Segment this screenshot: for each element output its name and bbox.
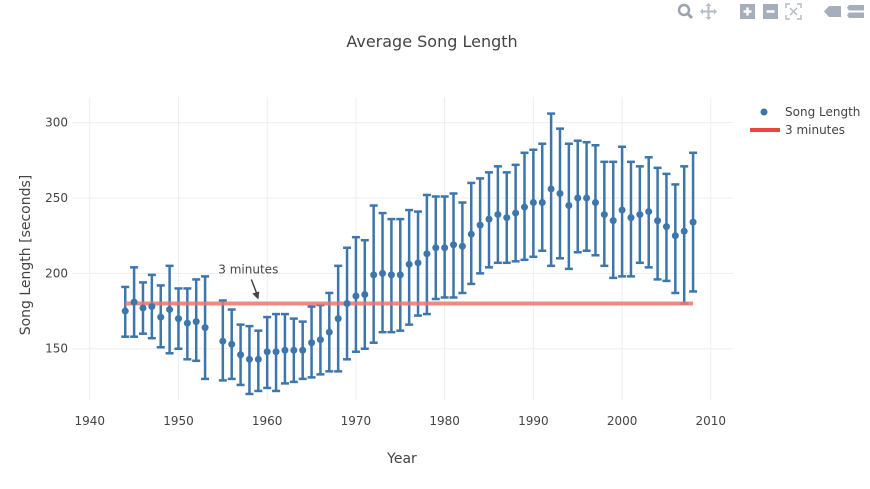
data-point	[609, 217, 617, 225]
data-point	[290, 346, 298, 354]
data-point	[671, 232, 679, 240]
data-point	[662, 223, 670, 231]
x-tick-label: 1970	[341, 414, 372, 428]
data-point	[396, 271, 404, 279]
data-point	[600, 211, 608, 219]
x-tick-label: 2010	[696, 414, 727, 428]
error-bar	[680, 165, 689, 305]
y-tick-label: 200	[45, 266, 68, 280]
annotation-label: 3 minutes	[218, 263, 278, 277]
data-point	[503, 214, 511, 222]
data-point	[432, 244, 440, 252]
zoom-out-icon[interactable]	[762, 3, 779, 20]
x-tick-label: 1940	[74, 414, 105, 428]
data-point	[520, 203, 528, 211]
pan-icon[interactable]	[700, 3, 717, 20]
data-point	[654, 217, 662, 225]
data-point	[512, 209, 520, 217]
data-point	[219, 337, 227, 345]
data-point	[627, 214, 635, 222]
data-point	[556, 189, 564, 197]
data-point	[405, 260, 413, 268]
error-bar	[538, 142, 547, 253]
data-point	[157, 313, 165, 321]
x-tick-label: 1950	[163, 414, 194, 428]
data-point	[192, 318, 200, 326]
legend-label-song-length[interactable]: Song Length	[785, 105, 860, 119]
x-axis-label: Year	[386, 451, 417, 467]
data-point	[245, 355, 253, 363]
x-tick-label: 1990	[518, 414, 549, 428]
data-point	[139, 304, 147, 312]
data-point	[680, 227, 688, 235]
data-point	[467, 230, 475, 238]
data-point	[361, 290, 369, 298]
data-point	[538, 199, 546, 207]
data-point	[387, 271, 395, 279]
data-point	[485, 215, 493, 223]
data-point	[458, 242, 466, 250]
chart-title: Average Song Length	[346, 32, 517, 51]
data-point	[441, 244, 449, 252]
data-point	[281, 346, 289, 354]
y-tick-label: 300	[45, 116, 68, 130]
data-point	[352, 292, 360, 300]
data-point	[529, 199, 537, 207]
modebar	[677, 3, 864, 20]
legend[interactable]: Song Length 3 minutes	[750, 105, 860, 137]
hover-closest-icon[interactable]	[824, 3, 841, 20]
x-tick-label: 1960	[252, 414, 283, 428]
data-point	[414, 259, 422, 267]
data-point	[254, 355, 262, 363]
autoscale-icon[interactable]	[785, 3, 802, 20]
zoom-icon[interactable]	[677, 3, 694, 20]
legend-label-3-minutes[interactable]: 3 minutes	[785, 123, 845, 137]
data-point	[450, 241, 458, 249]
x-tick-label: 2000	[607, 414, 638, 428]
data-point	[308, 339, 316, 347]
data-point	[148, 303, 156, 311]
data-point	[183, 319, 191, 327]
data-point	[494, 211, 502, 219]
data-point	[583, 194, 591, 202]
y-tick-label: 150	[45, 342, 68, 356]
data-point	[618, 206, 626, 214]
data-point	[565, 202, 573, 210]
data-point	[299, 346, 307, 354]
data-point	[201, 324, 209, 332]
data-point	[423, 250, 431, 258]
data-point	[379, 269, 387, 277]
data-point	[166, 306, 174, 314]
data-point	[636, 211, 644, 219]
annotation-arrowhead	[252, 291, 260, 300]
zoom-in-icon[interactable]	[739, 3, 756, 20]
data-point	[334, 315, 342, 323]
data-point	[370, 271, 378, 279]
data-point	[645, 208, 653, 216]
data-point	[121, 307, 129, 315]
data-point	[228, 340, 236, 348]
x-tick-label: 1980	[429, 414, 460, 428]
data-point	[174, 315, 182, 323]
data-point	[476, 221, 484, 229]
data-point	[343, 300, 351, 308]
data-point	[237, 351, 245, 359]
data-point	[574, 194, 582, 202]
y-tick-label: 250	[45, 191, 68, 205]
data-point	[130, 298, 138, 306]
data-point	[689, 218, 697, 226]
data-point	[272, 348, 280, 356]
data-point	[263, 348, 271, 356]
legend-marker-song-length	[760, 108, 768, 116]
data-point	[316, 336, 324, 344]
data-point	[547, 185, 555, 193]
hover-compare-icon[interactable]	[847, 3, 864, 20]
y-axis-label: Song Length [seconds]	[18, 175, 34, 336]
data-point	[325, 328, 333, 336]
data-point	[591, 199, 599, 207]
